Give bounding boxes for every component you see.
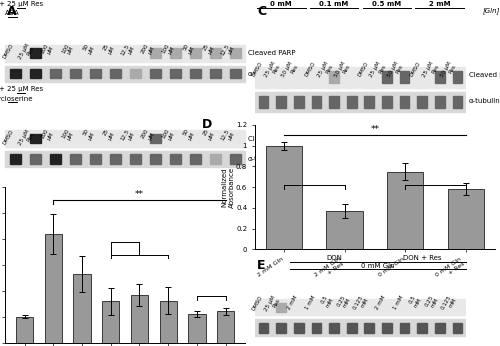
- Bar: [448, 189, 484, 249]
- Text: D: D: [202, 118, 212, 130]
- Bar: [74, 274, 90, 343]
- Text: C: C: [257, 4, 266, 18]
- Text: α-tubulin: α-tubulin: [468, 98, 500, 103]
- Text: Cleaved PARP: Cleaved PARP: [468, 72, 500, 78]
- Bar: [102, 301, 120, 343]
- Text: A: A: [8, 5, 17, 18]
- Bar: [217, 311, 234, 343]
- Bar: [160, 301, 177, 343]
- Bar: [188, 314, 206, 343]
- Bar: [16, 317, 33, 343]
- Bar: [131, 295, 148, 343]
- Bar: [44, 234, 62, 343]
- Text: [Gln]: [Gln]: [483, 7, 500, 13]
- Text: **: **: [135, 190, 144, 199]
- Y-axis label: Normalized
Absorbance: Normalized Absorbance: [222, 166, 234, 208]
- Text: **: **: [370, 125, 380, 134]
- Bar: [326, 211, 363, 249]
- Bar: [266, 146, 302, 249]
- Bar: [387, 172, 424, 249]
- Text: E: E: [257, 259, 266, 272]
